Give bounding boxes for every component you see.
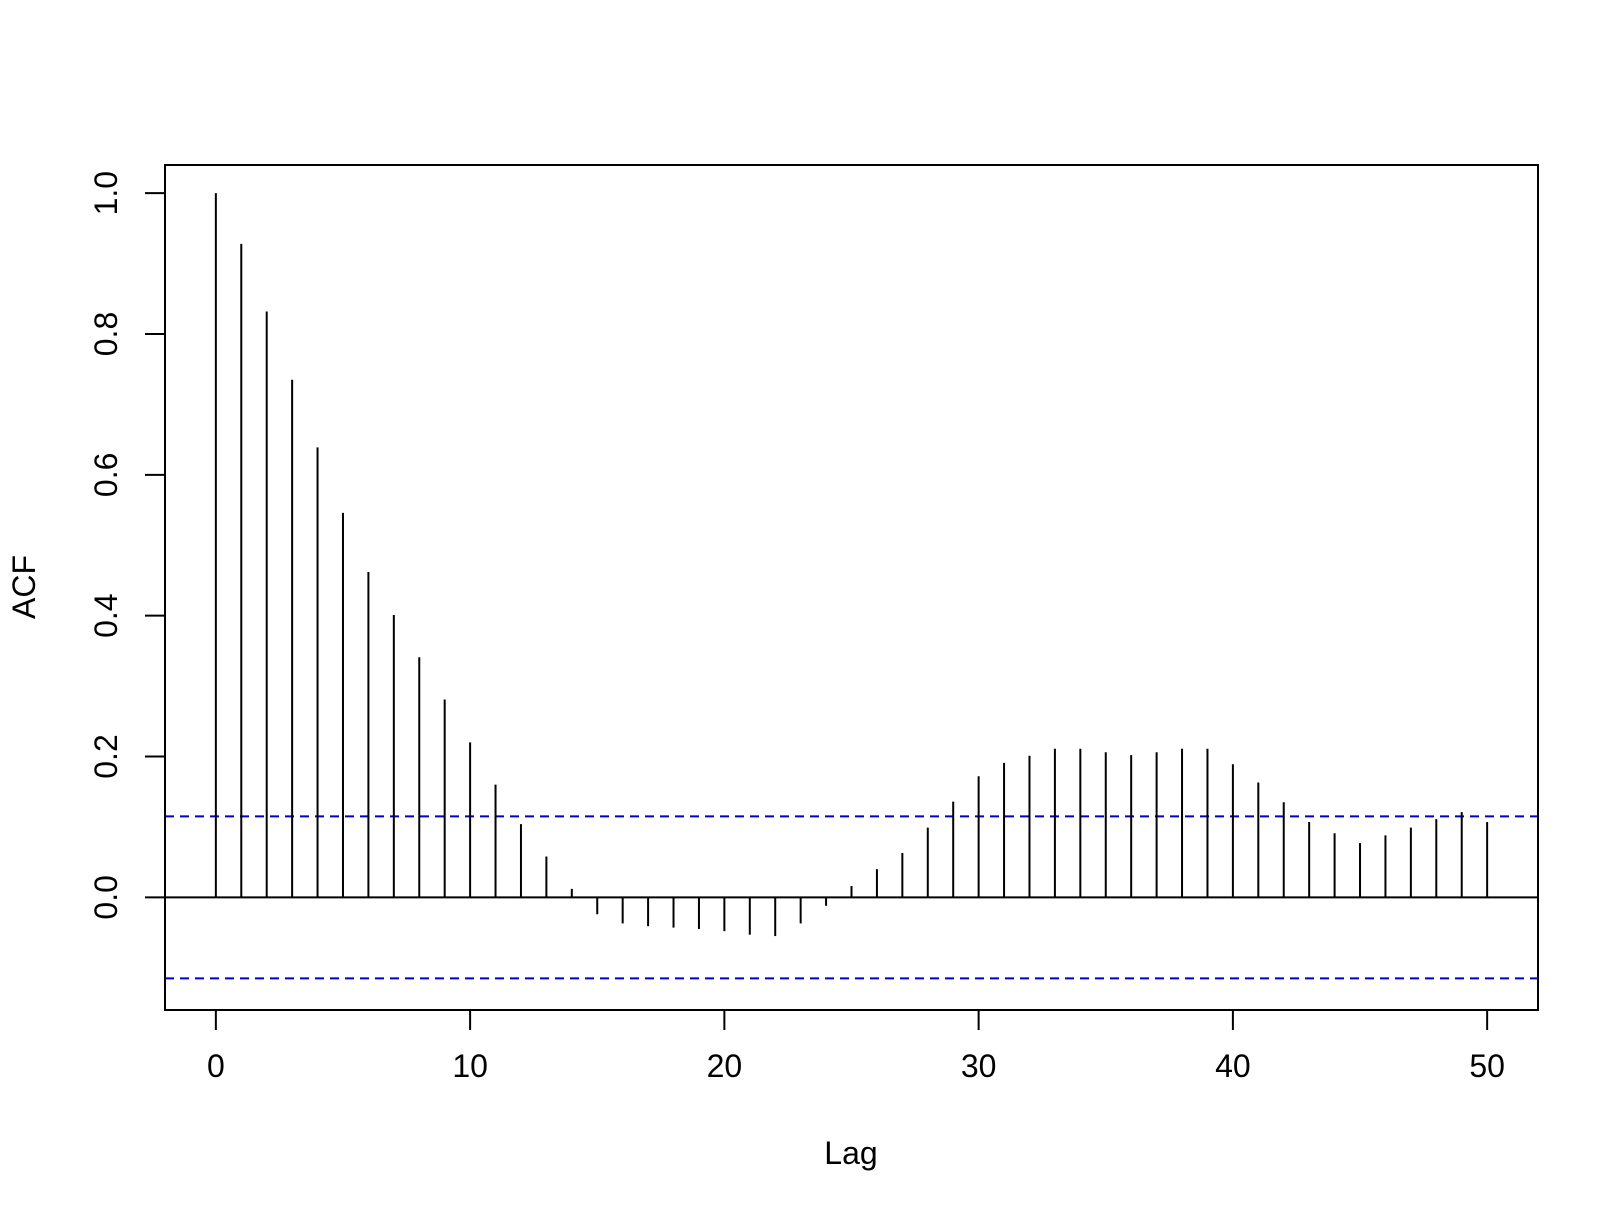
plot-frame <box>164 164 1539 1011</box>
x-axis: 0 10 20 30 40 50 <box>207 1009 1505 1084</box>
y-axis-title: ACF <box>6 555 42 619</box>
y-tick-label-0.4: 0.4 <box>88 593 124 637</box>
x-tick-label-0: 0 <box>207 1048 225 1084</box>
acf-spikes-group <box>165 193 1538 937</box>
y-axis: 0.0 0.2 0.4 0.6 0.8 1.0 <box>88 171 166 920</box>
y-tick-label-0.6: 0.6 <box>88 453 124 497</box>
x-axis-title: Lag <box>824 1135 877 1171</box>
y-tick-label-0.2: 0.2 <box>88 734 124 778</box>
y-tick-label-1.0: 1.0 <box>88 171 124 215</box>
x-tick-label-10: 10 <box>452 1048 488 1084</box>
y-tick-label-0.0: 0.0 <box>88 875 124 919</box>
x-tick-label-50: 50 <box>1469 1048 1505 1084</box>
x-tick-label-20: 20 <box>707 1048 743 1084</box>
y-tick-label-0.8: 0.8 <box>88 312 124 356</box>
x-tick-label-40: 40 <box>1215 1048 1251 1084</box>
x-tick-label-30: 30 <box>961 1048 997 1084</box>
